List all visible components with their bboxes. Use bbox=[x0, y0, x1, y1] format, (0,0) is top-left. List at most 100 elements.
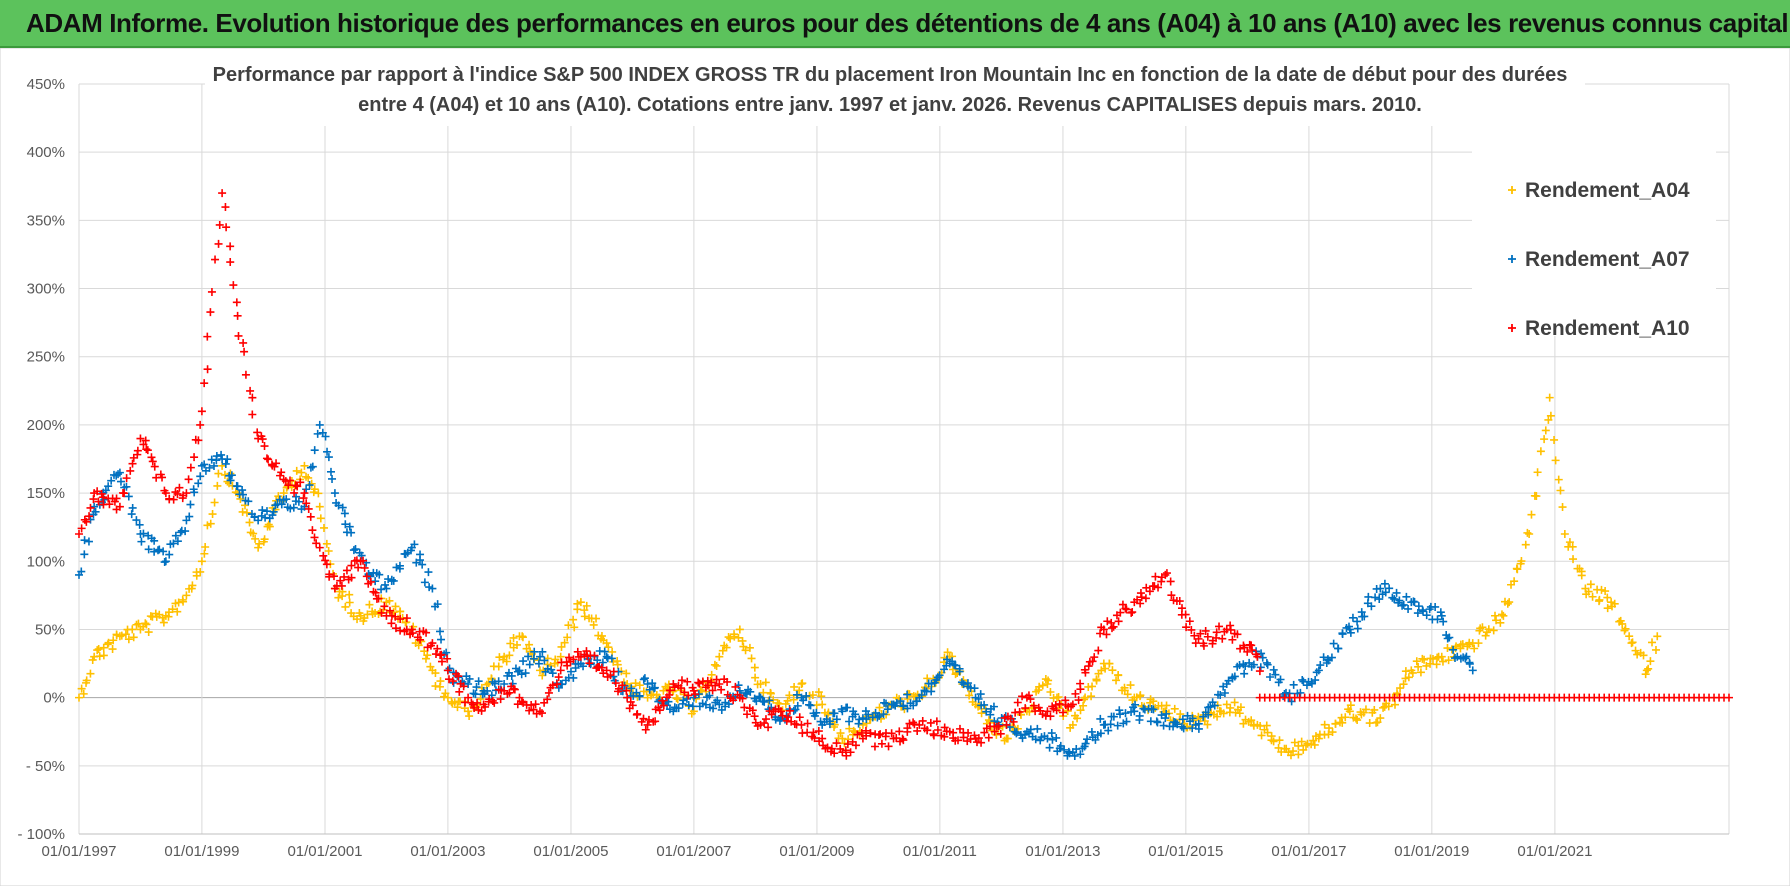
data-point bbox=[622, 669, 631, 678]
data-point bbox=[137, 537, 146, 546]
data-point bbox=[464, 707, 473, 716]
data-point bbox=[1079, 701, 1088, 710]
data-point bbox=[362, 572, 371, 581]
data-point bbox=[205, 463, 214, 472]
data-point bbox=[1213, 712, 1222, 721]
data-point bbox=[418, 560, 427, 569]
data-point bbox=[1096, 714, 1105, 723]
data-point bbox=[810, 734, 819, 743]
data-point bbox=[1376, 584, 1385, 593]
data-point bbox=[760, 697, 769, 706]
data-point bbox=[391, 602, 400, 611]
data-point bbox=[1346, 701, 1355, 710]
data-point bbox=[1316, 661, 1325, 670]
data-point bbox=[1191, 639, 1200, 648]
data-point bbox=[279, 489, 288, 498]
data-point bbox=[391, 624, 400, 633]
data-point bbox=[128, 625, 137, 634]
data-point bbox=[223, 455, 232, 464]
data-point bbox=[321, 556, 330, 565]
data-point bbox=[525, 706, 534, 715]
data-point bbox=[80, 550, 89, 559]
data-point bbox=[1276, 675, 1285, 684]
data-point bbox=[437, 650, 446, 659]
data-point bbox=[518, 633, 527, 642]
data-point bbox=[1012, 728, 1021, 737]
data-point bbox=[437, 635, 446, 644]
data-point bbox=[679, 696, 688, 705]
data-point bbox=[838, 707, 847, 716]
data-point bbox=[1137, 593, 1146, 602]
data-point bbox=[227, 471, 236, 480]
data-point bbox=[1021, 704, 1030, 713]
data-point bbox=[1256, 663, 1265, 672]
data-point bbox=[345, 590, 354, 599]
y-tick-label: 0% bbox=[43, 690, 65, 707]
data-point bbox=[465, 712, 474, 721]
data-point bbox=[443, 654, 452, 663]
header-banner: ADAM Informe. Evolution historique des p… bbox=[0, 0, 1790, 48]
data-point bbox=[1379, 703, 1388, 712]
data-point bbox=[1314, 734, 1323, 743]
data-point bbox=[1063, 706, 1072, 715]
y-axis-labels: 450% 400% 350% 300% 250% 200% 150% 100% 50% 0% - 5… bbox=[17, 76, 65, 843]
data-point bbox=[651, 717, 660, 726]
data-point bbox=[1525, 530, 1534, 538]
data-point bbox=[658, 696, 667, 705]
data-point bbox=[233, 489, 242, 498]
data-point bbox=[935, 671, 944, 680]
data-point bbox=[239, 338, 248, 347]
data-point bbox=[1380, 579, 1389, 588]
data-point bbox=[665, 686, 674, 695]
data-point bbox=[1048, 735, 1057, 744]
data-point bbox=[1639, 651, 1648, 660]
x-tick-label: 01/01/1997 bbox=[41, 843, 116, 860]
data-point bbox=[773, 698, 782, 707]
data-point bbox=[99, 651, 108, 660]
data-point bbox=[582, 601, 591, 610]
data-point bbox=[761, 715, 770, 724]
data-point bbox=[1033, 724, 1042, 733]
data-point bbox=[366, 577, 375, 586]
data-point bbox=[321, 432, 330, 441]
data-point bbox=[375, 570, 384, 579]
data-point bbox=[218, 189, 227, 198]
data-point bbox=[448, 677, 457, 686]
data-point bbox=[124, 492, 133, 501]
data-point bbox=[190, 453, 199, 462]
data-point bbox=[607, 654, 616, 663]
data-point bbox=[115, 468, 124, 477]
data-point bbox=[178, 595, 187, 604]
data-point bbox=[1015, 707, 1024, 716]
data-point bbox=[521, 669, 530, 678]
data-point bbox=[864, 710, 873, 719]
chart-title-line-2: entre 4 (A04) et 10 ans (A10). Cotations… bbox=[358, 94, 1422, 116]
data-point bbox=[851, 710, 860, 719]
data-point bbox=[300, 461, 309, 470]
data-point bbox=[150, 462, 159, 471]
data-point bbox=[258, 506, 267, 515]
data-point bbox=[464, 680, 473, 688]
data-point bbox=[1203, 720, 1212, 729]
data-point bbox=[1588, 592, 1597, 601]
data-point bbox=[984, 733, 993, 742]
data-point bbox=[771, 715, 780, 724]
data-point bbox=[597, 631, 606, 640]
data-point bbox=[1266, 673, 1275, 682]
x-tick-label: 01/01/2015 bbox=[1148, 843, 1223, 860]
data-point bbox=[745, 643, 754, 652]
data-point bbox=[258, 435, 267, 444]
data-point bbox=[1081, 739, 1090, 748]
data-point bbox=[315, 543, 324, 552]
data-point bbox=[1301, 741, 1310, 750]
data-point bbox=[1392, 588, 1401, 597]
data-point bbox=[1329, 639, 1338, 648]
data-point bbox=[748, 706, 757, 715]
data-point bbox=[531, 700, 540, 709]
data-point bbox=[809, 728, 818, 737]
data-point bbox=[1258, 653, 1267, 662]
data-point bbox=[421, 654, 430, 663]
data-point bbox=[1235, 709, 1244, 718]
data-point bbox=[604, 643, 613, 652]
data-point bbox=[1314, 666, 1323, 675]
